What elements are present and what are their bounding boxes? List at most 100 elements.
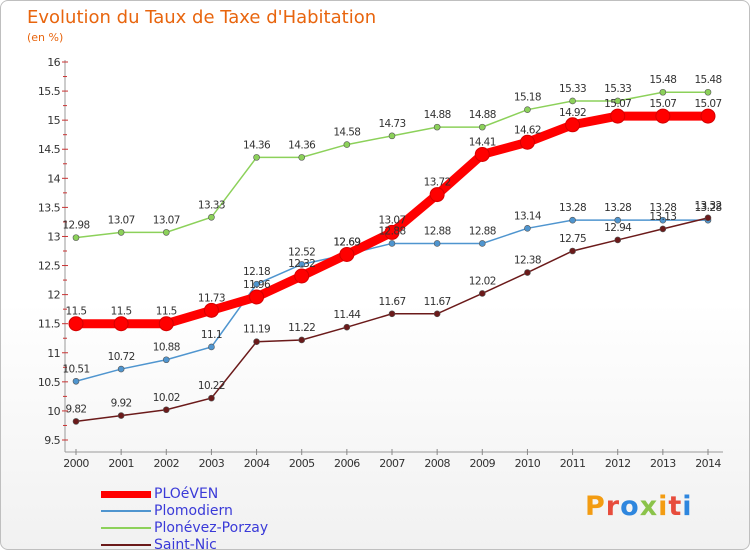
- data-point: [659, 225, 667, 233]
- data-point: [384, 224, 400, 240]
- data-point: [388, 310, 396, 318]
- legend-label-saint-nic: Saint-Nic: [154, 537, 217, 553]
- y-tick-label: 11.5: [38, 318, 61, 331]
- data-labels: 11.5 11.5 11.5 11.73 11.96 12.32 12.69 13.07 13.…: [62, 74, 722, 415]
- data-point: [524, 106, 531, 113]
- x-tick-label: 2004: [244, 457, 270, 470]
- data-label: 11.1: [201, 329, 222, 341]
- series-layer: [68, 88, 716, 425]
- data-label: 13.28: [604, 202, 631, 214]
- data-point: [162, 406, 170, 414]
- series-plon-vez-porzay: [72, 88, 712, 241]
- data-point: [433, 123, 441, 131]
- data-point: [294, 268, 310, 284]
- y-tick-label: 13: [47, 230, 60, 243]
- data-point: [433, 310, 441, 318]
- data-label: 12.52: [288, 246, 315, 258]
- data-label: 15.48: [649, 74, 676, 86]
- data-label: 11.5: [66, 306, 87, 318]
- legend-swatch-plomodiern: [101, 510, 151, 512]
- y-tick-label: 15.5: [38, 85, 61, 98]
- data-point: [478, 290, 486, 297]
- data-point: [388, 132, 396, 140]
- data-label: 13.28: [559, 202, 586, 214]
- data-point: [474, 146, 490, 162]
- data-point: [72, 418, 80, 425]
- x-tick-label: 2014: [695, 457, 721, 470]
- data-label: 15.33: [559, 83, 586, 95]
- data-label: 12.98: [62, 220, 89, 232]
- data-point: [343, 141, 351, 148]
- data-point: [659, 216, 667, 224]
- data-point: [565, 117, 581, 133]
- data-label: 14.41: [469, 136, 496, 148]
- y-tick-label: 16: [47, 56, 60, 69]
- data-label: 10.72: [108, 351, 135, 363]
- data-label: 10.88: [153, 342, 180, 354]
- data-label: 9.82: [66, 403, 87, 415]
- data-label: 12.69: [333, 236, 360, 248]
- data-label: 14.92: [559, 107, 586, 119]
- data-point: [343, 323, 351, 331]
- data-point: [298, 336, 306, 344]
- x-tick-label: 2011: [560, 457, 586, 470]
- data-label: 14.36: [288, 139, 316, 151]
- y-tick-label: 14.5: [38, 143, 61, 156]
- data-label: 12.32: [288, 258, 315, 270]
- data-label: 15.48: [694, 74, 721, 86]
- data-point: [339, 246, 355, 262]
- proxiti-logo: Proxiti: [585, 491, 693, 522]
- y-tick-label: 13.5: [38, 201, 61, 214]
- x-tick-label: 2000: [63, 457, 89, 470]
- x-tick-label: 2012: [605, 457, 631, 470]
- axes: 9.51010.51111.51212.51313.51414.51515.51…: [38, 56, 723, 470]
- data-label: 15.07: [604, 98, 631, 110]
- data-point: [298, 261, 306, 268]
- logo-letter: i: [682, 491, 693, 522]
- data-point: [249, 289, 265, 305]
- data-point: [158, 316, 174, 332]
- data-label: 10.22: [198, 380, 225, 392]
- data-point: [519, 134, 535, 150]
- data-label: 11.67: [424, 296, 451, 308]
- data-point: [298, 154, 306, 161]
- logo-letter: o: [620, 491, 640, 522]
- legend-swatch-plonevez-porzay: [101, 527, 151, 529]
- y-tick-label: 10.5: [38, 376, 61, 389]
- data-point: [614, 97, 622, 105]
- data-label: 14.36: [243, 139, 271, 151]
- legend-swatch-saint-nic: [101, 544, 151, 546]
- legend-label-plonevez-porzay: Plonévez-Porzay: [154, 520, 269, 536]
- data-label: 11.19: [243, 324, 270, 336]
- data-point: [569, 97, 576, 105]
- data-label: 11.73: [198, 292, 225, 304]
- series-plo-ven: [68, 108, 716, 332]
- data-point: [208, 343, 215, 351]
- logo-letter: t: [668, 491, 683, 522]
- y-tick-label: 10: [47, 405, 60, 418]
- data-label: 15.07: [649, 98, 676, 110]
- data-label: 12.18: [243, 266, 270, 278]
- data-point: [72, 234, 80, 241]
- data-point: [524, 269, 531, 276]
- data-point: [113, 316, 129, 332]
- data-point: [429, 187, 445, 203]
- x-tick-label: 2010: [515, 457, 541, 470]
- data-label: 14.88: [424, 109, 451, 121]
- logo-letter: P: [585, 491, 606, 522]
- data-point: [569, 216, 576, 224]
- x-tick-label: 2003: [199, 457, 225, 470]
- data-label: 12.88: [378, 225, 405, 237]
- data-point: [208, 213, 215, 221]
- data-point: [614, 236, 622, 244]
- data-label: 14.73: [378, 118, 405, 130]
- data-label: 13.72: [424, 177, 451, 189]
- y-axis-unit: (en %): [27, 31, 64, 44]
- data-label: 15.33: [604, 83, 631, 95]
- data-label: 10.02: [153, 392, 180, 404]
- legend-label-plomodiern: Plomodiern: [154, 503, 233, 519]
- y-tick-label: 11: [47, 347, 60, 360]
- data-point: [253, 338, 260, 346]
- logo-letter: x: [639, 491, 659, 522]
